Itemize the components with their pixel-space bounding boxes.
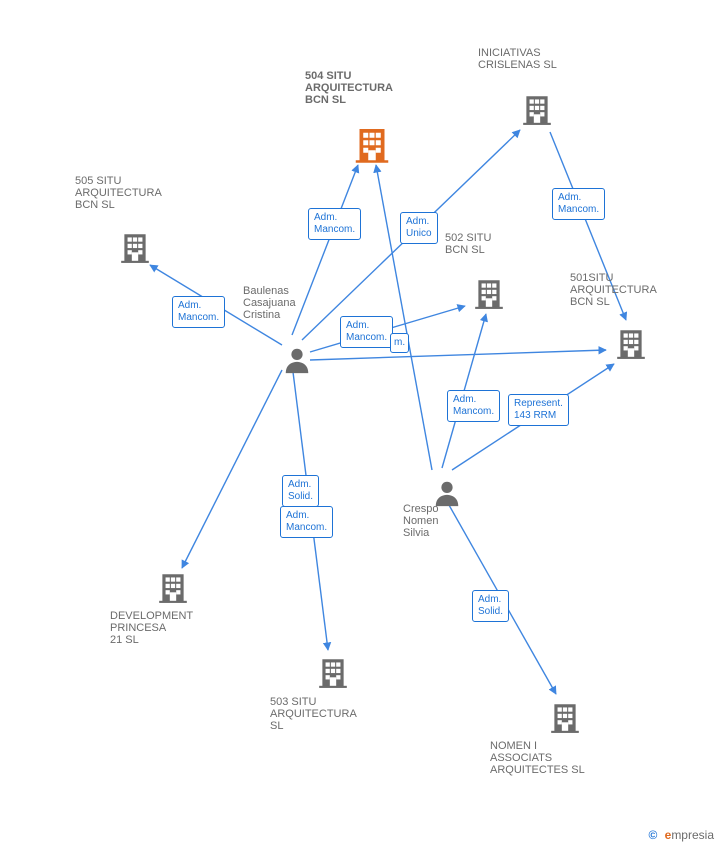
node-label: Baulenas Casajuana Cristina [243,285,353,321]
copyright-symbol: © [648,828,657,842]
node-label: 502 SITU BCN SL [445,232,535,256]
edge-label: Adm. Mancom. [280,506,333,538]
edge-label: Adm. Mancom. [308,208,361,240]
building-icon [472,276,506,313]
footer-attribution: © empresia [648,828,714,842]
edge-label: Adm. Mancom. [172,296,225,328]
edge-label: Adm. Unico [400,212,438,244]
building-icon [316,655,350,692]
building-icon [614,326,648,363]
edge-label: Represent. 143 RRM [508,394,569,426]
node-label: 505 SITU ARQUITECTURA BCN SL [75,175,195,211]
building-icon [352,124,392,167]
building-icon [118,230,152,264]
building-icon [548,700,582,737]
node-label: 501SITU ARQUITECTURA BCN SL [570,272,690,308]
edge-line [310,350,606,360]
edge-line [182,370,282,568]
node-label: 503 SITU ARQUITECTURA SL [270,696,390,732]
node-label: DEVELOPMENT PRINCESA 21 SL [110,610,230,646]
brand-rest: mpresia [671,828,714,842]
building-icon [614,326,648,360]
building-icon [156,570,190,607]
node-label: INICIATIVAS CRISLENAS SL [478,47,598,71]
building-icon [118,230,152,267]
building-icon [316,655,350,689]
building-icon [520,92,554,129]
person-icon [282,345,312,375]
node-label: 504 SITU ARQUITECTURA BCN SL [305,70,435,106]
person-icon [432,478,462,511]
edge-label: m. [390,333,409,353]
edge-label: Adm. Mancom. [552,188,605,220]
building-icon [520,92,554,126]
building-icon [156,570,190,604]
node-label: NOMEN I ASSOCIATS ARQUITECTES SL [490,740,640,776]
person-icon [282,345,312,378]
edge-label: Adm. Solid. [472,590,509,622]
diagram-canvas: Adm. Mancom. Adm. Mancom. Adm. Unico Adm. M… [0,0,728,850]
edge-label: Adm. Solid. [282,475,319,507]
building-icon [472,276,506,310]
edge-label: Adm. Mancom. [447,390,500,422]
person-icon [432,478,462,508]
building-icon [548,700,582,734]
building-icon [352,124,392,164]
